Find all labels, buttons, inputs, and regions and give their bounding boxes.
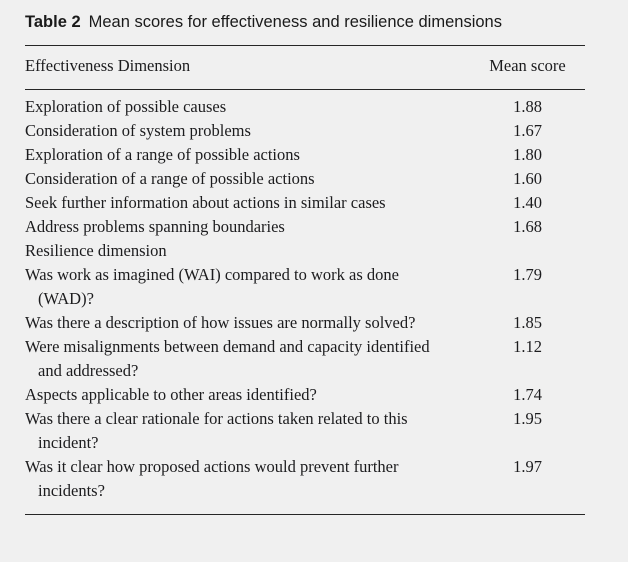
mean-score-cell: 1.80 [513,145,542,164]
dimension-cell: Was it clear how proposed actions would … [25,457,399,500]
page: Table 2 Mean scores for effectiveness and… [25,11,628,515]
mean-score-cell [448,239,585,263]
mean-score-cell: 1.68 [513,217,542,236]
table-caption: Table 2 Mean scores for effectiveness and… [25,11,628,33]
table-row: Was it clear how proposed actions would … [25,455,585,515]
mean-score-cell: 1.67 [513,121,542,140]
dimension-cell: Were misalignments between demand and ca… [25,337,430,380]
mean-score-cell: 1.74 [513,385,542,404]
mean-scores-table: Effectiveness Dimension Mean score Explo… [25,45,585,515]
table-row: Was work as imagined (WAI) compared to w… [25,263,585,311]
dimension-cell: Was work as imagined (WAI) compared to w… [25,265,399,308]
table-row: Address problems spanning boundaries 1.68 [25,215,585,239]
mean-score-cell: 1.79 [513,265,542,284]
dimension-cell: Was there a clear rationale for actions … [25,409,408,452]
dimension-cell: Aspects applicable to other areas identi… [25,385,317,404]
table-row: Consideration of a range of possible act… [25,167,585,191]
table-caption-label: Table 2 [25,13,81,31]
table-row: Aspects applicable to other areas identi… [25,383,585,407]
mean-score-cell: 1.40 [513,193,542,212]
column-header-mean-score: Mean score [448,45,585,90]
table-row: Were misalignments between demand and ca… [25,335,585,383]
dimension-cell: Consideration of a range of possible act… [25,169,315,188]
section-header-cell: Resilience dimension [25,241,167,260]
table-row: Was there a clear rationale for actions … [25,407,585,455]
table-body: Exploration of possible causes 1.88 Consid… [25,90,585,515]
dimension-cell: Was there a description of how issues ar… [25,313,416,332]
dimension-cell: Exploration of possible causes [25,97,227,116]
table-row: Consideration of system problems 1.67 [25,119,585,143]
table-header-row: Effectiveness Dimension Mean score [25,45,585,90]
dimension-cell: Seek further information about actions i… [25,193,386,212]
section-header-row: Resilience dimension [25,239,585,263]
table-header: Effectiveness Dimension Mean score [25,45,585,90]
table-row: Was there a description of how issues ar… [25,311,585,335]
dimension-cell: Consideration of system problems [25,121,251,140]
mean-score-cell: 1.12 [513,337,542,356]
dimension-cell: Exploration of a range of possible actio… [25,145,300,164]
column-header-effectiveness-dimension: Effectiveness Dimension [25,45,448,90]
table-caption-title: Mean scores for effectiveness and resili… [88,13,502,31]
mean-score-cell: 1.97 [513,457,542,476]
table-row: Exploration of a range of possible actio… [25,143,585,167]
mean-score-cell: 1.95 [513,409,542,428]
dimension-cell: Address problems spanning boundaries [25,217,285,236]
table-row: Seek further information about actions i… [25,191,585,215]
mean-score-cell: 1.60 [513,169,542,188]
mean-score-cell: 1.88 [513,97,542,116]
table-row: Exploration of possible causes 1.88 [25,90,585,120]
mean-score-cell: 1.85 [513,313,542,332]
